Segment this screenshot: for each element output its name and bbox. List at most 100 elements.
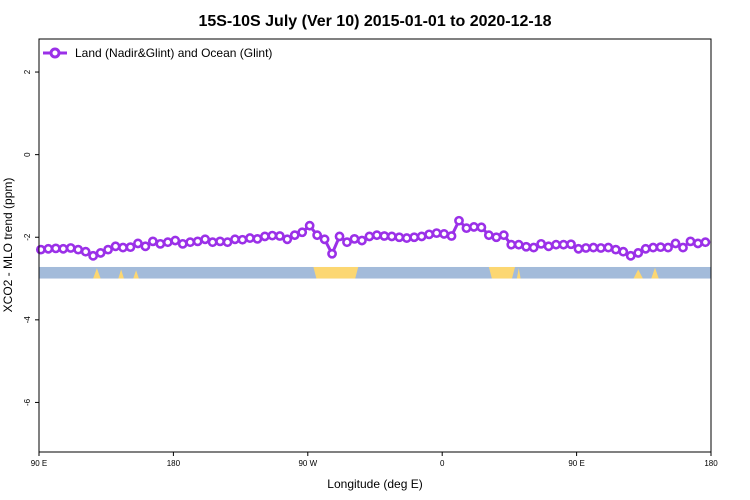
data-point xyxy=(289,230,300,241)
data-point xyxy=(118,242,128,253)
chart-title: 15S-10S July (Ver 10) 2015-01-01 to 2020… xyxy=(198,13,551,30)
data-point xyxy=(581,243,591,253)
data-point xyxy=(536,238,547,249)
data-point xyxy=(43,243,54,254)
data-point xyxy=(349,233,360,244)
data-point xyxy=(200,234,211,245)
data-point xyxy=(386,231,397,242)
data-point xyxy=(133,238,143,249)
data-point xyxy=(454,215,464,226)
data-point xyxy=(177,238,188,249)
data-point xyxy=(364,231,375,242)
data-point xyxy=(207,237,218,248)
y-tick-label: -4 xyxy=(23,316,32,324)
data-point xyxy=(469,222,479,232)
x-tick-label: 90 W xyxy=(298,459,317,468)
data-point xyxy=(446,231,457,241)
y-tick-label: -2 xyxy=(23,233,32,241)
data-point xyxy=(693,238,703,249)
data-point xyxy=(215,236,225,247)
data-point xyxy=(297,227,308,238)
data-point xyxy=(401,233,412,243)
data-point xyxy=(80,246,91,257)
x-axis-label: Longitude (deg E) xyxy=(327,477,422,491)
data-point xyxy=(357,235,367,246)
data-point xyxy=(140,241,151,252)
land-segment xyxy=(488,266,515,279)
data-point xyxy=(551,239,561,250)
data-point xyxy=(610,244,621,255)
data-point xyxy=(648,242,659,253)
data-point xyxy=(65,243,76,253)
data-point xyxy=(35,244,46,255)
land-bump xyxy=(516,268,521,279)
data-point xyxy=(147,236,158,247)
y-tick-label: 0 xyxy=(23,152,32,157)
data-point xyxy=(282,234,293,245)
land-bump xyxy=(651,267,659,279)
data-point xyxy=(95,248,106,258)
data-point xyxy=(103,244,113,255)
plot-background xyxy=(39,266,711,279)
data-point xyxy=(259,231,270,242)
data-point xyxy=(334,231,345,242)
x-tick-label: 0 xyxy=(440,459,445,468)
data-point xyxy=(252,233,263,244)
x-axis: 90 E 180 90 W 0 90 E 180 xyxy=(31,452,718,468)
data-point xyxy=(312,230,323,241)
data-point xyxy=(371,230,382,241)
data-point xyxy=(155,238,166,249)
x-tick-label: 180 xyxy=(167,459,181,468)
data-point xyxy=(506,239,517,250)
data-point xyxy=(394,232,405,243)
land-bump xyxy=(118,269,124,279)
data-point xyxy=(88,250,99,261)
data-point xyxy=(521,241,532,252)
data-point xyxy=(245,233,255,243)
data-point xyxy=(640,243,651,254)
land-bump xyxy=(133,270,139,279)
legend: Land (Nadir&Glint) and Ocean (Glint) xyxy=(43,46,272,60)
land-segment xyxy=(313,266,359,279)
data-point xyxy=(439,229,449,239)
y-axis: 2 0 -2 -4 -6 xyxy=(23,69,39,406)
data-point xyxy=(498,230,509,241)
data-point xyxy=(573,243,584,254)
data-point xyxy=(476,222,487,233)
data-point xyxy=(491,232,502,243)
data-point xyxy=(319,234,330,245)
data-point xyxy=(625,250,636,261)
data-point xyxy=(304,220,315,231)
y-tick-label: 2 xyxy=(23,69,32,74)
data-point xyxy=(670,238,681,249)
data-point xyxy=(222,237,233,248)
data-point xyxy=(409,232,420,243)
data-point xyxy=(603,242,614,253)
data-point xyxy=(50,243,61,254)
data-point xyxy=(700,237,711,248)
data-point xyxy=(663,242,673,253)
data-point xyxy=(230,234,240,245)
data-point xyxy=(110,241,121,252)
ocean-band xyxy=(39,266,711,279)
data-point xyxy=(558,239,569,250)
data-point xyxy=(483,230,494,241)
data-point xyxy=(327,248,337,259)
series-layer xyxy=(35,215,711,261)
data-point xyxy=(267,230,278,241)
data-point xyxy=(424,229,435,240)
x-tick-label: 90 E xyxy=(31,459,47,468)
data-point xyxy=(237,234,248,245)
data-point xyxy=(655,242,666,253)
y-tick-label: -6 xyxy=(23,398,32,406)
land-bump xyxy=(633,269,643,279)
data-point xyxy=(566,239,576,250)
data-point xyxy=(633,248,644,258)
data-point xyxy=(125,242,136,253)
data-point xyxy=(588,242,599,253)
data-point xyxy=(595,243,606,253)
data-point xyxy=(192,236,203,247)
data-point xyxy=(170,235,181,246)
legend-marker xyxy=(49,47,61,59)
